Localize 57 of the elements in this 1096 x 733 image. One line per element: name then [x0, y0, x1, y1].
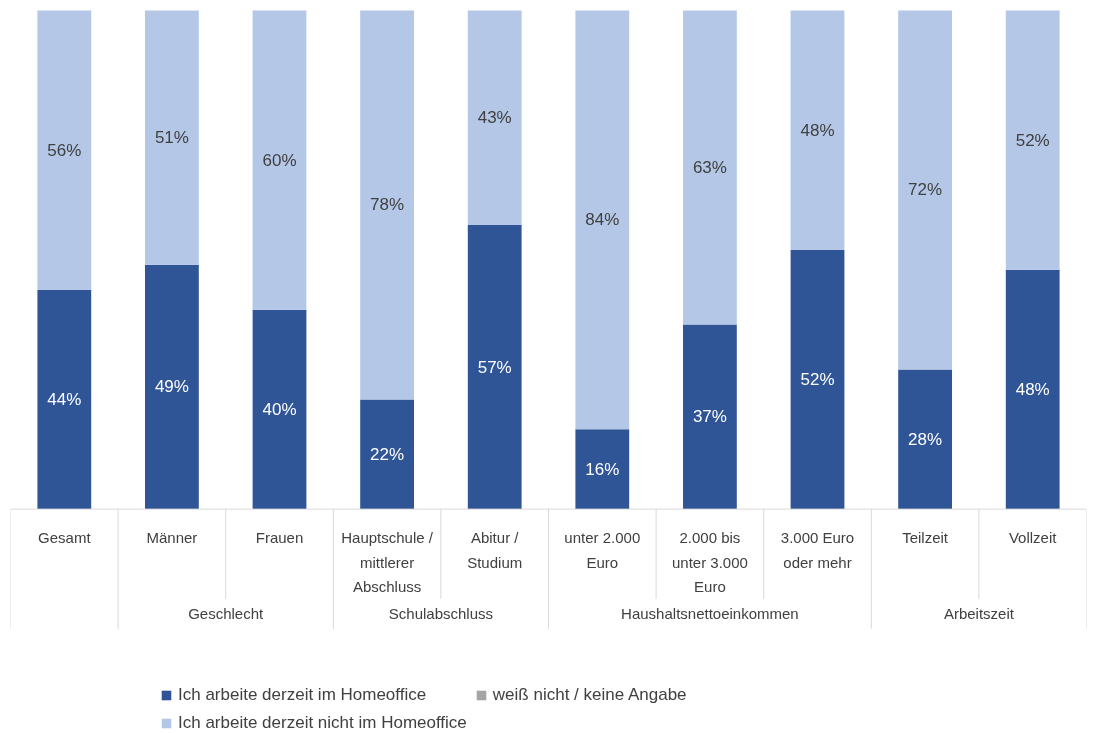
bar	[252, 309, 307, 510]
data-label: 48%	[1015, 379, 1050, 399]
bar	[467, 224, 522, 510]
bar	[683, 324, 737, 510]
x-tick-label: Gesamt	[38, 529, 92, 547]
legend-label: weiß nicht / keine Angabe	[492, 685, 687, 705]
data-label: 84%	[585, 210, 620, 230]
data-label: 78%	[370, 195, 405, 215]
text: Haushaltsnettoeinkommen	[621, 605, 799, 623]
data-label: 63%	[692, 158, 727, 178]
data-label: 28%	[908, 429, 943, 449]
bar	[1005, 269, 1060, 510]
data-label: 43%	[477, 108, 512, 128]
bar	[252, 10, 307, 310]
bar	[790, 10, 845, 250]
data-label: 49%	[154, 377, 189, 397]
bar	[575, 429, 630, 510]
bar	[360, 10, 414, 400]
bar	[360, 399, 414, 510]
legend-label: Ich arbeite derzeit nicht im Homeoffice	[178, 713, 467, 733]
data-label: 22%	[370, 444, 405, 464]
bar	[37, 289, 92, 510]
data-label: 60%	[262, 150, 297, 170]
data-label: 57%	[477, 357, 512, 377]
text: Arbeitszeit	[943, 605, 1015, 623]
text: Schulabschluss	[388, 605, 494, 623]
x-tick-label: Vollzeit	[1008, 529, 1058, 547]
bar	[1005, 10, 1060, 270]
bar	[145, 10, 199, 265]
text: Geschlecht	[188, 605, 265, 623]
data-label: 52%	[800, 369, 835, 389]
bar	[898, 369, 952, 510]
x-tick-label: Hauptschule / mittlerer Abschluss	[341, 529, 434, 596]
bar	[145, 264, 199, 510]
bar	[467, 10, 522, 225]
x-tick-label: 2.000 bis unter 3.000 Euro	[671, 529, 748, 596]
data-label: 44%	[47, 389, 82, 409]
x-tick-label: Männer	[146, 529, 198, 547]
bar	[575, 10, 630, 430]
data-label: 37%	[692, 407, 727, 427]
data-label: 56%	[47, 140, 82, 160]
data-label: 16%	[585, 459, 620, 479]
x-tick-label: Teilzeit	[902, 529, 949, 547]
legend-label: Ich arbeite derzeit im Homeoffice	[178, 685, 427, 705]
data-label: 72%	[908, 180, 943, 200]
bar	[790, 249, 845, 510]
x-tick-label: 3.000 Euro oder mehr	[780, 529, 855, 571]
bar	[683, 10, 737, 325]
bar	[898, 10, 952, 370]
bar	[37, 10, 92, 290]
x-tick-label: Abitur / Studium	[467, 529, 523, 571]
x-tick-label: Frauen	[255, 529, 304, 547]
data-label: 52%	[1015, 130, 1050, 150]
data-label: 48%	[800, 120, 835, 140]
data-label: 40%	[262, 399, 297, 419]
data-label: 51%	[154, 128, 189, 148]
x-tick-label: unter 2.000 Euro	[564, 529, 641, 571]
